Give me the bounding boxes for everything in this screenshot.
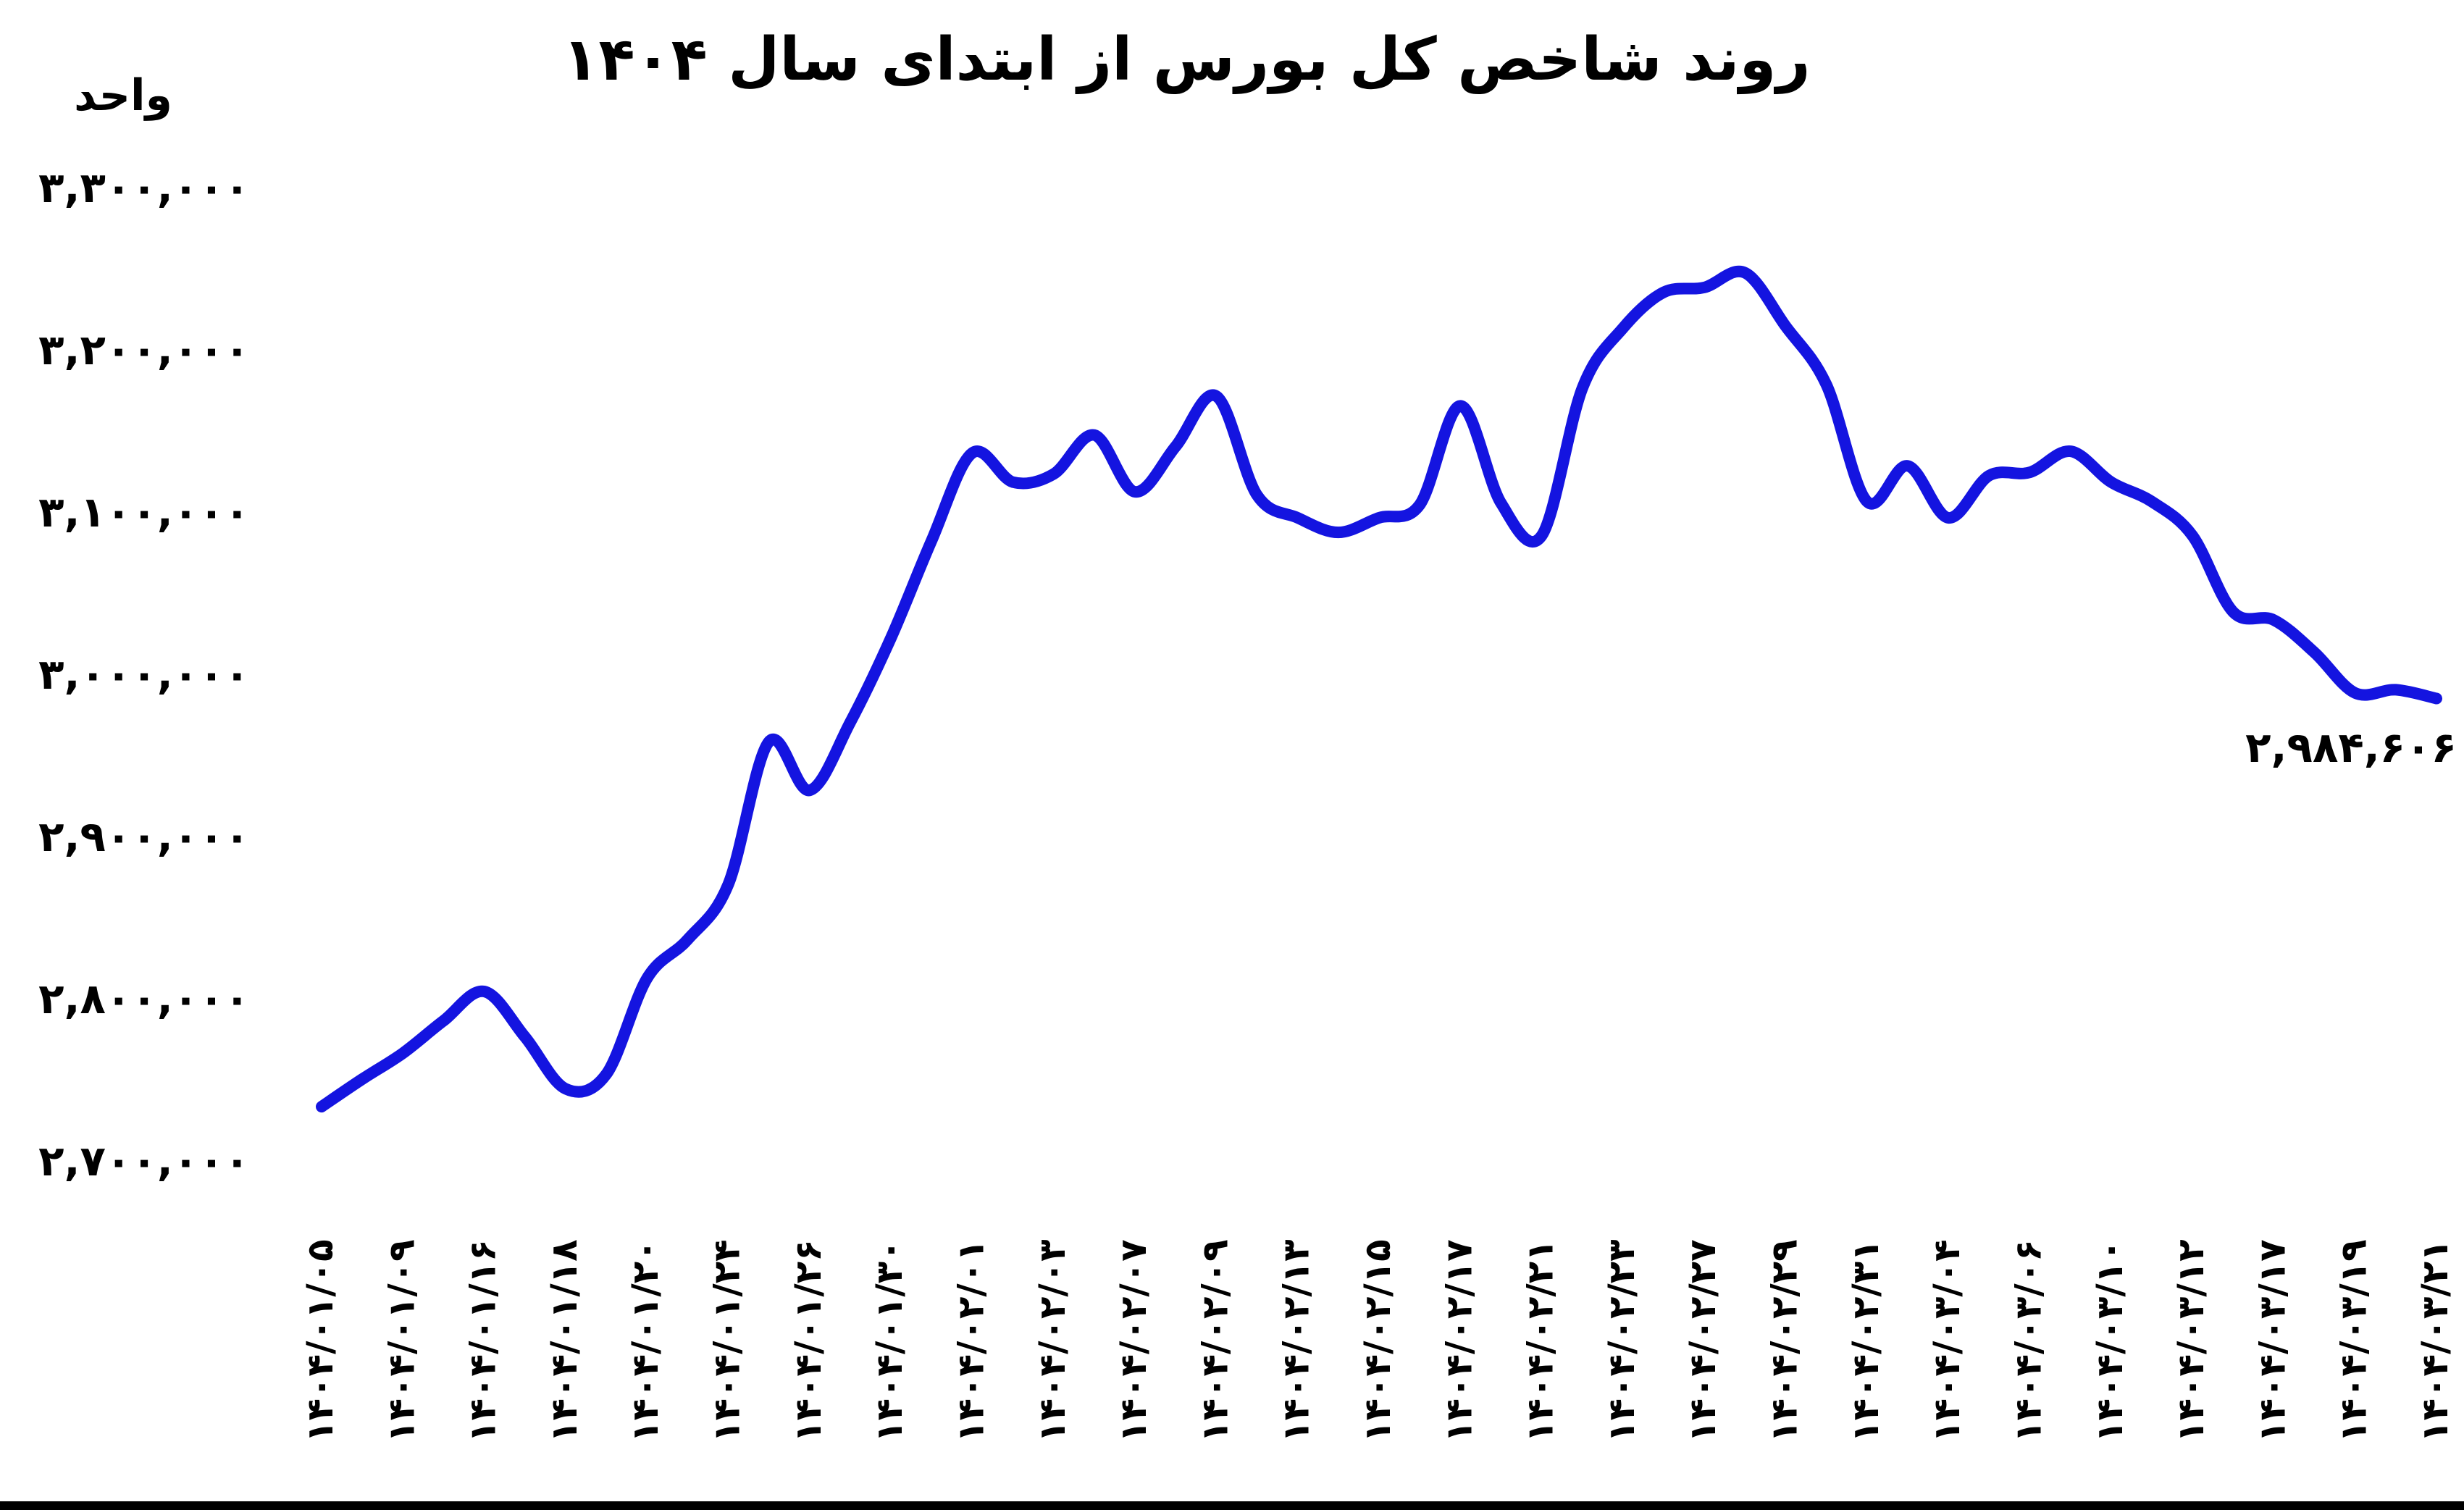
x-tick-label: ۱۴۰۴/۰۲/۰۷ [1112, 1239, 1155, 1443]
x-tick-label: ۱۴۰۴/۰۱/۲۰ [624, 1239, 666, 1443]
x-tick-label: ۱۴۰۴/۰۳/۰۶ [2007, 1239, 2049, 1443]
x-tick-label: ۱۴۰۴/۰۱/۱۶ [462, 1239, 504, 1443]
x-tick-label: ۱۴۰۴/۰۲/۳۱ [1845, 1239, 1887, 1443]
x-tick-label: ۱۴۰۴/۰۳/۱۲ [2170, 1239, 2212, 1443]
x-tick-label: ۱۴۰۴/۰۲/۲۱ [1520, 1239, 1562, 1443]
x-tick-label: ۱۴۰۴/۰۲/۱۵ [1357, 1239, 1399, 1443]
x-tick-label: ۱۴۰۴/۰۲/۰۳ [1031, 1239, 1073, 1443]
x-tick-label: ۱۴۰۴/۰۱/۲۶ [787, 1239, 829, 1443]
x-tick-label: ۱۴۰۴/۰۱/۰۵ [299, 1239, 341, 1443]
x-tick-label: ۱۴۰۴/۰۲/۲۹ [1764, 1239, 1806, 1443]
y-tick-label: ۳,۰۰۰,۰۰۰ [38, 650, 250, 699]
x-tick-label: ۱۴۰۴/۰۲/۰۹ [1194, 1239, 1236, 1443]
x-tick-label: ۱۴۰۴/۰۱/۰۹ [380, 1239, 422, 1443]
x-tick-label: ۱۴۰۴/۰۲/۱۳ [1275, 1239, 1317, 1443]
x-tick-label: ۱۴۰۴/۰۳/۱۹ [2333, 1239, 2375, 1443]
x-tick-label: ۱۴۰۴/۰۲/۱۷ [1438, 1239, 1480, 1443]
index-line [316, 265, 2442, 1113]
x-tick-label: ۱۴۰۴/۰۱/۲۴ [706, 1239, 748, 1443]
x-tick-label: ۱۴۰۴/۰۲/۲۳ [1601, 1239, 1643, 1443]
x-tick-label: ۱۴۰۴/۰۱/۳۰ [868, 1239, 910, 1443]
y-tick-label: ۳,۲۰۰,۰۰۰ [38, 325, 250, 374]
x-tick-label: ۱۴۰۴/۰۲/۲۷ [1682, 1239, 1724, 1443]
y-tick-label: ۲,۸۰۰,۰۰۰ [38, 974, 250, 1023]
x-tick-label: ۱۴۰۴/۰۳/۲۱ [2414, 1239, 2456, 1443]
x-axis-tick-labels: ۱۴۰۴/۰۱/۰۵ ۱۴۰۴/۰۱/۰۹ ۱۴۰۴/۰۱/۱۶ ۱۴۰۴/۰۱/۱۸… [299, 1239, 2456, 1443]
y-tick-label: ۳,۳۰۰,۰۰۰ [38, 163, 250, 212]
y-tick-label: ۲,۹۰۰,۰۰۰ [38, 812, 250, 861]
x-tick-label: ۱۴۰۴/۰۲/۰۱ [950, 1239, 992, 1443]
y-axis-unit-label: واحد [74, 70, 172, 121]
bottom-border [0, 1501, 2464, 1510]
chart-title: روند شاخص کل بورس از ابتدای سال ۱۴۰۴ [562, 25, 1810, 95]
x-tick-label: ۱۴۰۴/۰۱/۱۸ [543, 1239, 585, 1443]
y-tick-label: ۲,۷۰۰,۰۰۰ [38, 1136, 250, 1186]
y-tick-label: ۳,۱۰۰,۰۰۰ [38, 487, 250, 537]
x-tick-label: ۱۴۰۴/۰۳/۱۷ [2251, 1239, 2293, 1443]
y-axis-tick-labels: ۳,۳۰۰,۰۰۰ ۳,۲۰۰,۰۰۰ ۳,۱۰۰,۰۰۰ ۳,۰۰۰,۰۰۰ ۲,۹۰… [38, 163, 250, 1186]
x-tick-label: ۱۴۰۴/۰۳/۰۴ [1926, 1239, 1968, 1443]
x-tick-label: ۱۴۰۴/۰۳/۱۰ [2089, 1239, 2131, 1443]
last-value-annotation: ۲,۹۸۴,۶۰۶ [2245, 723, 2457, 772]
